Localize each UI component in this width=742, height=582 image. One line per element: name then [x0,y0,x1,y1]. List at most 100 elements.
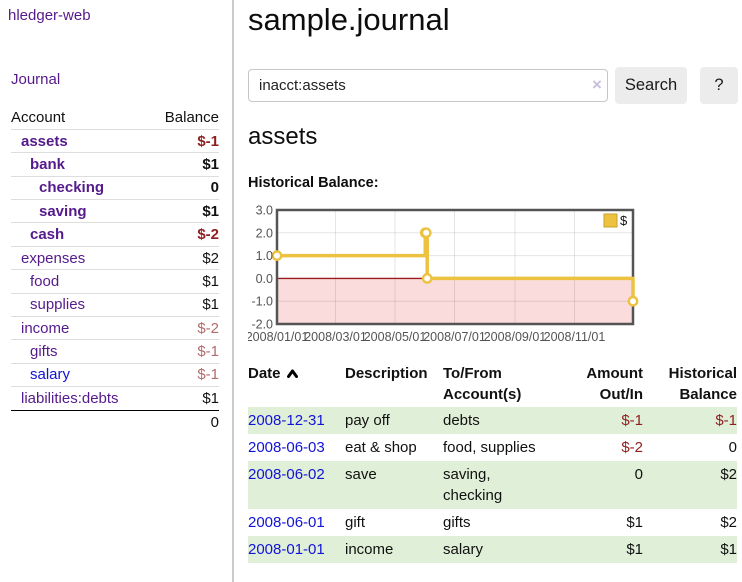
sidebar: hledger-web Journal Account Balance asse… [0,0,232,582]
transaction-description: gift [345,514,366,531]
register-header-row: Date Description To/From Account(s) Amoun… [248,362,737,407]
account-row: salary $-1 [11,363,219,386]
transaction-accounts: gifts [443,514,471,531]
page-title: sample.journal [248,2,450,37]
date-column-header[interactable]: Date [248,362,345,407]
account-balance: $-2 [197,226,219,244]
register-row: 2008-06-03 eat & shop food, supplies $-2 0 [248,434,737,461]
register-row: 2008-06-01 gift gifts $1 $2 [248,509,737,536]
account-link-checking[interactable]: checking [39,179,105,197]
transaction-accounts: salary [443,541,484,558]
account-link-bank[interactable]: bank [30,155,66,173]
data-point-marker [421,273,433,284]
chart-heading: Historical Balance: [248,175,379,191]
register-row: 2008-12-31 pay off debts $-1 $-1 [248,407,737,434]
transaction-description: eat & shop [345,439,417,456]
account-balance: 0 [210,179,219,197]
account-balance: $1 [202,389,219,407]
balance-column-header: Historical Balance [668,365,737,403]
account-row: income $-2 [11,316,219,340]
legend-swatch [603,213,618,228]
y-tick-label: 3.0 [256,204,273,218]
account-balance: $2 [202,249,219,267]
x-tick-label: 2008/03/01 [304,330,367,344]
transaction-balance: $-1 [715,412,737,429]
account-link-supplies[interactable]: supplies [30,296,86,314]
account-balance: $-2 [197,319,219,337]
data-point-marker [627,295,639,307]
transaction-amount: $-1 [621,412,643,429]
account-row: checking 0 [11,176,219,199]
account-link-cash[interactable]: cash [30,226,65,244]
sidebar-divider [232,0,234,582]
account-balance: $-1 [197,132,219,150]
transaction-date-link[interactable]: 2008-12-31 [248,412,325,429]
account-balance: $1 [202,202,219,220]
y-tick-label: -2.0 [251,318,273,332]
accounts-total-row: 0 [11,410,219,433]
plot-border [275,208,635,326]
sort-asc-icon [286,363,298,384]
account-link-expenses[interactable]: expenses [21,249,86,267]
register-table: Date Description To/From Account(s) Amoun… [248,362,737,563]
account-link-liabilities-debts[interactable]: liabilities:debts [21,389,119,407]
transaction-description: income [345,541,394,558]
account-row: saving $1 [11,199,219,223]
account-row: cash $-2 [11,222,219,246]
main-content: sample.journal × Search ? assets Histori… [248,0,742,582]
transaction-description: save [345,466,377,483]
account-row: food $1 [11,269,219,293]
x-tick-label: 2008/09/01 [484,330,547,344]
account-row: expenses $2 [11,246,219,269]
account-balance: $1 [202,155,219,173]
account-balance: $1 [202,272,219,290]
account-balance: $1 [202,296,219,314]
search-form: × Search ? [248,67,742,105]
transaction-accounts: debts [443,412,480,429]
transaction-amount: 0 [634,466,643,483]
x-tick-label: 2008/07/01 [423,330,486,344]
transaction-amount: $-2 [621,439,643,456]
description-column-header: Description [345,365,428,382]
historical-balance-chart: $3.0 2.0 1.0 0.0 -1.0 -2.02008/01/012008/03/0… [248,204,639,344]
accounts-total-balance: 0 [210,413,219,431]
transaction-balance: $2 [720,466,737,483]
account-link-salary[interactable]: salary [30,366,71,384]
account-link-assets[interactable]: assets [21,132,68,150]
data-point-marker [420,227,432,239]
accounts-table-header-row: Account Balance [11,106,219,129]
x-tick-label: 2008/11/01 [544,330,606,344]
account-row: bank $1 [11,152,219,176]
account-link-gifts[interactable]: gifts [30,343,58,361]
transaction-amount: $1 [626,514,643,531]
account-row: assets $-1 [11,129,219,152]
clear-search-icon[interactable]: × [592,75,602,94]
account-heading: assets [248,123,318,150]
search-input[interactable] [248,69,608,102]
transaction-description: pay off [345,412,390,429]
help-button[interactable]: ? [700,67,738,104]
x-tick-label: 2008/01/01 [248,330,308,344]
account-link-income[interactable]: income [21,319,70,337]
transaction-date-link[interactable]: 2008-06-03 [248,439,325,456]
negative-region-fill [277,278,633,324]
app-title-link[interactable]: hledger-web [8,7,91,24]
account-row: supplies $1 [11,293,219,316]
sidebar-item-journal[interactable]: Journal [11,71,61,88]
account-row: liabilities:debts $1 [11,386,219,410]
amount-column-header: Amount Out/In [586,365,643,403]
transaction-date-link[interactable]: 2008-06-01 [248,514,325,531]
register-row: 2008-01-01 income salary $1 $1 [248,536,737,563]
search-button[interactable]: Search [615,67,687,104]
account-row: gifts $-1 [11,339,219,363]
account-balance: $-1 [197,343,219,361]
register-row: 2008-06-02 save saving, checking 0 $2 [248,461,737,509]
account-link-food[interactable]: food [30,272,60,290]
account-link-saving[interactable]: saving [39,202,87,220]
transaction-date-link[interactable]: 2008-01-01 [248,541,325,558]
data-point-marker [271,250,283,261]
transaction-accounts: food, supplies [443,439,536,456]
transaction-date-link[interactable]: 2008-06-02 [248,466,325,483]
y-tick-label: 0.0 [256,272,273,286]
